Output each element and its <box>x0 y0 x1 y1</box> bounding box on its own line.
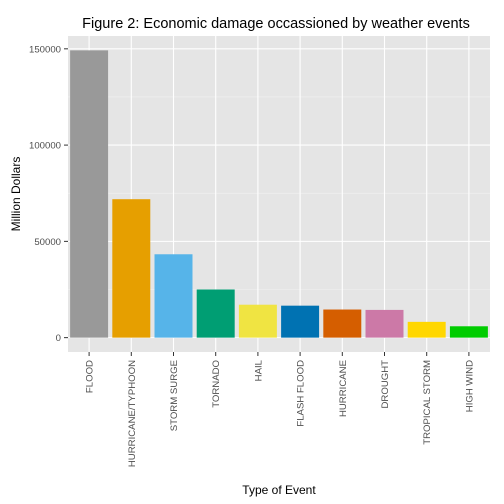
bar-high-wind <box>449 326 488 338</box>
x-tick-label: TORNADO <box>211 360 222 408</box>
y-axis: 0 50000 100000 150000 <box>29 44 68 344</box>
x-tick-label: HIGH WIND <box>464 360 475 412</box>
x-tick-label: HAIL <box>253 359 264 381</box>
x-tick-label: FLOOD <box>85 360 96 393</box>
bars <box>70 50 488 338</box>
y-tick-label: 100000 <box>29 141 61 152</box>
y-tick-label: 50000 <box>34 237 61 248</box>
x-axis: FLOOD HURRICANE/TYPHOON STORM SURGE TORNADO… <box>85 352 475 467</box>
x-tick-label: TROPICAL STORM <box>422 360 433 445</box>
x-tick-label: DROUGHT <box>380 360 391 409</box>
x-tick-label: HURRICANE/TYPHOON <box>127 360 138 467</box>
x-tick-label: STORM SURGE <box>169 360 180 431</box>
x-axis-title: Type of Event <box>242 483 316 497</box>
bar-flood <box>70 50 109 338</box>
bar-storm-surge <box>154 254 193 338</box>
bar-hail <box>238 304 277 338</box>
y-tick-label: 0 <box>56 333 61 344</box>
bar-hurricane <box>323 309 362 338</box>
x-tick-label: HURRICANE <box>338 360 349 417</box>
bar-tropical-storm <box>407 321 446 338</box>
chart-title: Figure 2: Economic damage occassioned by… <box>82 16 470 32</box>
bar-drought <box>365 309 404 338</box>
x-tick-label: FLASH FLOOD <box>296 360 307 427</box>
y-axis-title: Million Dollars <box>9 157 23 232</box>
y-tick-label: 150000 <box>29 44 61 55</box>
bar-hurricane-typhoon <box>112 199 151 338</box>
bar-flash-flood <box>281 305 320 338</box>
bar-tornado <box>196 289 235 338</box>
